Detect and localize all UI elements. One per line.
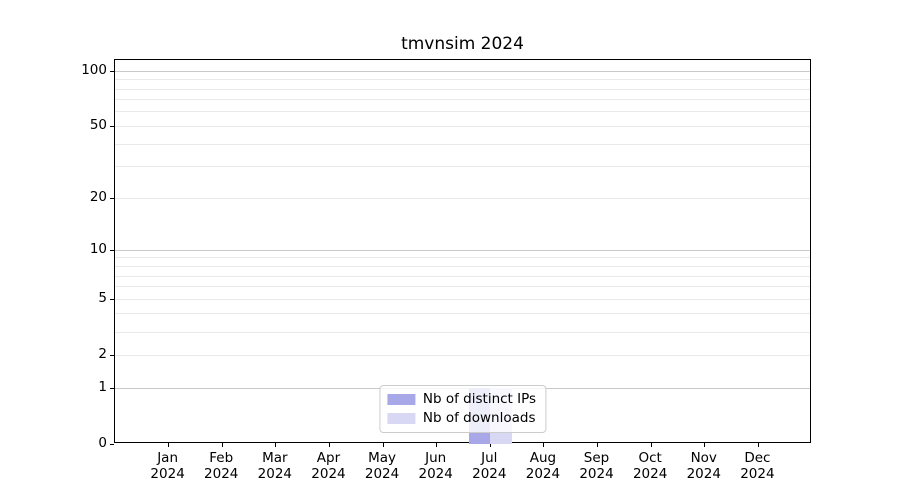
- x-tick-year: 2024: [525, 466, 561, 482]
- x-tick-month: Nov: [690, 450, 717, 466]
- legend-swatch-downloads: [386, 412, 415, 424]
- x-tick-label: Feb 2024: [194, 450, 248, 482]
- y-gridline-minor: [115, 286, 810, 288]
- x-tick-label: Jun 2024: [409, 450, 463, 482]
- x-tick-label: Nov 2024: [677, 450, 731, 482]
- x-tick-year: 2024: [472, 466, 507, 482]
- y-gridline-minor: [115, 99, 810, 101]
- y-gridline-minor: [115, 125, 810, 127]
- x-tick-month: Apr: [316, 450, 341, 466]
- x-tick-label: Dec 2024: [730, 450, 784, 482]
- x-tick: [382, 443, 384, 447]
- x-tick: [328, 443, 330, 447]
- x-tick-label: Jul 2024: [462, 450, 516, 482]
- x-tick: [597, 443, 599, 447]
- x-tick-label: May 2024: [355, 450, 409, 482]
- y-tick: [110, 354, 114, 356]
- y-tick: [110, 443, 114, 445]
- y-gridline-minor: [115, 354, 810, 356]
- y-gridline-minor: [115, 298, 810, 300]
- y-tick: [110, 249, 114, 251]
- y-tick: [110, 387, 114, 389]
- x-tick-label: Mar 2024: [248, 450, 302, 482]
- x-tick-year: 2024: [364, 466, 400, 482]
- x-tick-month: Aug: [529, 450, 557, 466]
- y-gridline-minor: [115, 275, 810, 277]
- x-tick-label: Jan 2024: [141, 450, 195, 482]
- x-tick-label: Sep 2024: [570, 450, 624, 482]
- y-tick-label: 100: [81, 62, 107, 79]
- x-tick: [650, 443, 652, 447]
- y-tick: [110, 298, 114, 300]
- y-gridline-major: [115, 70, 810, 72]
- y-gridline-minor: [115, 143, 810, 145]
- legend: Nb of distinct IPs Nb of downloads: [378, 385, 547, 433]
- x-tick-label: Aug 2024: [516, 450, 570, 482]
- y-tick-label: 10: [89, 241, 107, 258]
- legend-swatch-distinct-ips: [386, 393, 415, 405]
- y-tick: [110, 125, 114, 127]
- x-tick-year: 2024: [418, 466, 453, 482]
- x-tick-month: Mar: [262, 450, 288, 466]
- x-tick-label: Apr 2024: [301, 450, 355, 482]
- x-tick-year: 2024: [150, 466, 185, 482]
- x-tick: [221, 443, 223, 447]
- x-tick-year: 2024: [204, 466, 239, 482]
- x-tick-year: 2024: [686, 466, 721, 482]
- x-tick-label: Oct 2024: [623, 450, 677, 482]
- y-tick-label: 2: [98, 346, 107, 363]
- chart-title: tmvnsim 2024: [401, 34, 524, 54]
- x-tick-month: Dec: [744, 450, 771, 466]
- legend-item-downloads: Nb of downloads: [386, 410, 536, 426]
- x-tick-month: May: [368, 450, 397, 466]
- x-tick-month: Feb: [209, 450, 234, 466]
- x-tick-year: 2024: [632, 466, 668, 482]
- plot-area: Nb of distinct IPs Nb of downloads: [110, 59, 811, 447]
- x-tick-month: Jul: [481, 450, 498, 466]
- y-gridline-minor: [115, 79, 810, 81]
- x-tick: [757, 443, 759, 447]
- legend-label-distinct-ips: Nb of distinct IPs: [422, 391, 537, 407]
- x-tick-month: Oct: [638, 450, 662, 466]
- x-tick-year: 2024: [311, 466, 346, 482]
- y-tick-label: 50: [89, 117, 107, 134]
- legend-label-downloads: Nb of downloads: [422, 410, 536, 426]
- legend-item-distinct-ips: Nb of distinct IPs: [386, 391, 537, 407]
- x-tick: [489, 443, 491, 447]
- y-gridline-minor: [115, 331, 810, 333]
- y-gridline-minor: [115, 257, 810, 259]
- y-tick-label: 20: [89, 189, 107, 206]
- x-tick-year: 2024: [740, 466, 775, 482]
- y-gridline-major: [115, 249, 810, 251]
- y-tick-label: 5: [98, 290, 107, 307]
- y-gridline-minor: [115, 111, 810, 113]
- x-tick-year: 2024: [257, 466, 293, 482]
- x-tick: [168, 443, 170, 447]
- y-gridline-minor: [115, 166, 810, 168]
- x-tick-year: 2024: [579, 466, 614, 482]
- y-gridline-minor: [115, 197, 810, 199]
- y-tick-label: 0: [98, 435, 107, 451]
- y-tick: [110, 70, 114, 72]
- x-tick: [543, 443, 545, 447]
- y-tick: [110, 197, 114, 199]
- x-tick: [275, 443, 277, 447]
- x-tick: [436, 443, 438, 447]
- y-gridline-minor: [115, 313, 810, 315]
- y-tick-label: 1: [98, 379, 107, 395]
- x-tick-month: Sep: [583, 450, 610, 466]
- x-tick-month: Jan: [157, 450, 179, 466]
- y-gridline-minor: [115, 266, 810, 267]
- y-gridline-minor: [115, 88, 810, 90]
- x-tick: [704, 443, 706, 447]
- x-tick-month: Jun: [425, 450, 447, 466]
